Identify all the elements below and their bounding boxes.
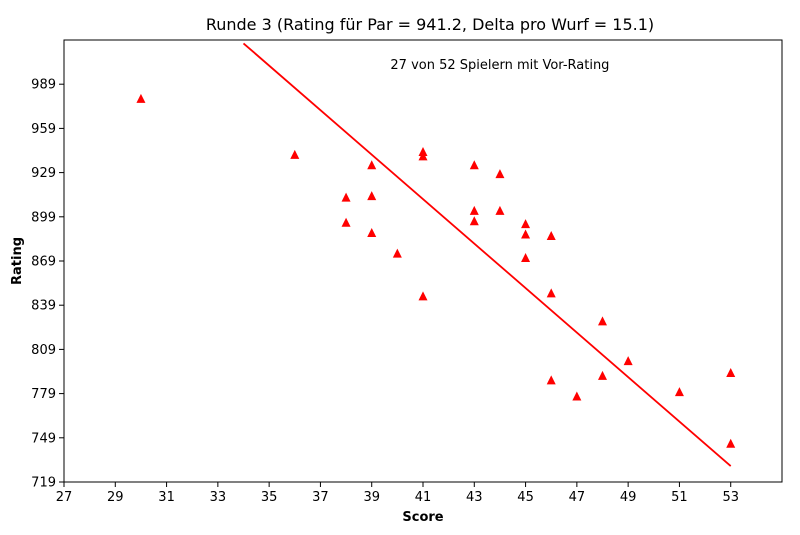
y-tick-label: 809: [31, 343, 56, 358]
x-tick-label: 27: [56, 490, 73, 505]
y-tick-label: 719: [31, 476, 56, 491]
data-point: [546, 375, 556, 385]
data-point: [521, 219, 531, 229]
plot-content: [136, 42, 736, 467]
data-point: [572, 391, 582, 401]
data-point: [469, 205, 479, 215]
y-tick-label: 779: [31, 387, 56, 402]
data-point: [495, 205, 505, 215]
chart-title: Runde 3 (Rating für Par = 941.2, Delta p…: [206, 15, 654, 34]
x-tick-label: 53: [722, 490, 739, 505]
data-point: [341, 192, 351, 202]
data-point: [290, 149, 300, 159]
regression-line: [242, 42, 732, 467]
data-point: [418, 151, 428, 161]
data-point: [674, 387, 684, 397]
x-tick-label: 47: [569, 490, 586, 505]
x-tick-label: 43: [466, 490, 483, 505]
x-tick-label: 51: [671, 490, 688, 505]
data-point: [546, 230, 556, 240]
data-point: [521, 253, 531, 263]
data-point: [726, 367, 736, 377]
data-point: [726, 438, 736, 448]
y-tick-label: 899: [31, 210, 56, 225]
y-tick-label: 869: [31, 255, 56, 270]
y-axis-label: Rating: [10, 237, 25, 285]
x-tick-label: 35: [261, 490, 278, 505]
data-point: [495, 169, 505, 179]
data-point: [598, 370, 607, 380]
plot-frame: [63, 39, 783, 483]
data-point: [546, 288, 556, 298]
data-point: [367, 160, 377, 170]
x-tick-label: 41: [415, 490, 432, 505]
data-point: [341, 217, 351, 227]
data-point: [598, 316, 607, 326]
x-tick-label: 45: [517, 490, 534, 505]
x-tick-label: 33: [210, 490, 227, 505]
x-tick-label: 29: [107, 490, 124, 505]
x-tick-label: 37: [312, 490, 329, 505]
y-tick-label: 749: [31, 431, 56, 446]
y-tick-label: 929: [31, 166, 56, 181]
x-tick-label: 31: [158, 490, 175, 505]
data-point: [136, 93, 146, 103]
y-tick-label: 839: [31, 299, 56, 314]
x-axis-label: Score: [402, 510, 443, 525]
data-point: [392, 248, 402, 258]
x-tick-label: 39: [363, 490, 380, 505]
axis-ticks: 27 29 31 33 35 37 39 41 43 45 47 49 51 53 719 749 779 809…: [31, 78, 739, 505]
data-point: [367, 228, 377, 238]
plot-annotation: 27 von 52 Spielern mit Vor-Rating: [390, 58, 609, 73]
y-tick-label: 959: [31, 122, 56, 137]
data-point: [469, 160, 479, 170]
data-point: [367, 191, 377, 201]
data-point: [623, 356, 633, 366]
data-point: [469, 216, 479, 226]
x-tick-label: 49: [620, 490, 637, 505]
y-tick-label: 989: [31, 78, 56, 93]
data-point: [418, 291, 428, 301]
data-point: [521, 229, 531, 239]
